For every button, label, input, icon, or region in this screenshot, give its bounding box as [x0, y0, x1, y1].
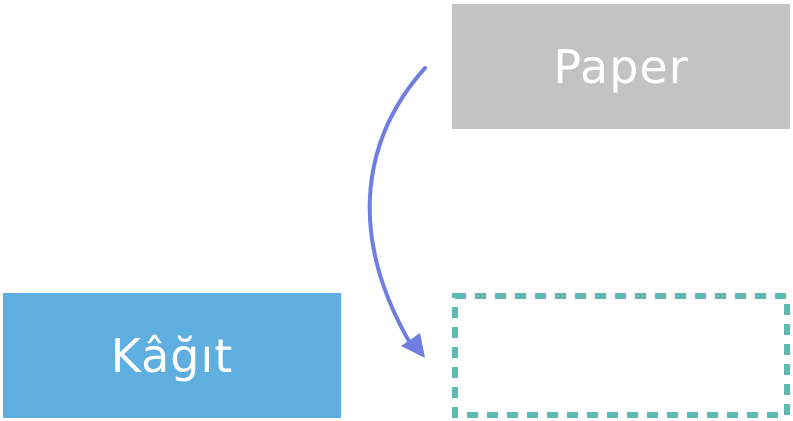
empty-drop-slot[interactable]	[452, 293, 790, 418]
arrow-curve	[367, 66, 427, 345]
arrowhead-icon	[401, 333, 425, 358]
translation-word-label: Kâğıt	[110, 328, 234, 383]
translation-word-card[interactable]: Kâğıt	[3, 293, 341, 418]
source-word-label: Paper	[553, 39, 689, 94]
drop-slot-dashed-border	[452, 293, 790, 418]
source-word-card[interactable]: Paper	[452, 4, 790, 129]
